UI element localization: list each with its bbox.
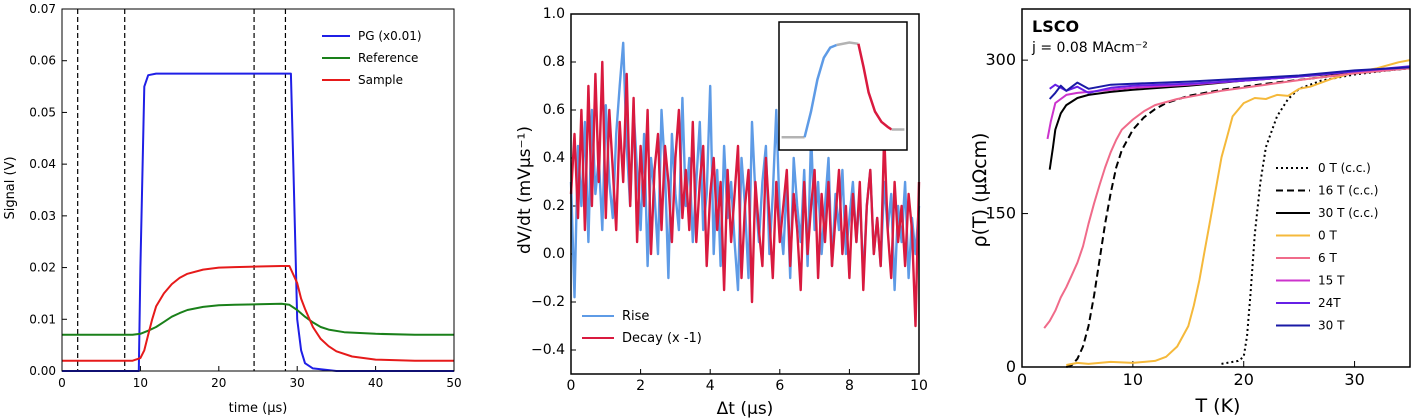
panel3-xlabel: T (K): [1195, 395, 1241, 417]
inset-plateau-trace: [836, 41, 859, 47]
legend-label: 30 T (c.c.): [1318, 206, 1378, 220]
series-line-2: [62, 265, 454, 362]
series-line-2: [1048, 67, 1411, 170]
panel2-inset: [778, 21, 908, 151]
y-tick-label: 0.05: [29, 105, 56, 119]
y-tick-label: 0.8: [543, 54, 565, 70]
legend-label: PG (x0.01): [358, 29, 422, 43]
inset-rise-trace: [803, 43, 838, 138]
x-tick-label: 30: [1344, 370, 1364, 389]
y-tick-label: 0: [1006, 357, 1016, 376]
x-tick-label: 10: [1123, 370, 1143, 389]
y-tick-label: 150: [985, 204, 1016, 223]
legend-label: 0 T (c.c.): [1318, 161, 1371, 175]
y-tick-label: 0.0: [543, 246, 565, 262]
panel1-ticks: 0 10 20 30 40 50 0.00 0.01 0.02 0.03 0.04 0.05 0.06 0…: [29, 2, 461, 390]
series-line-7: [1048, 66, 1411, 100]
y-tick-label: 0.4: [543, 150, 565, 166]
x-tick-label: 8: [845, 378, 854, 394]
panel3-frame: [1021, 8, 1411, 368]
x-tick-label: 30: [290, 376, 305, 390]
legend-label: 16 T (c.c.): [1318, 184, 1378, 198]
panel3-title: LSCO: [1032, 17, 1079, 36]
x-tick-label: 4: [706, 378, 715, 394]
y-tick-label: 0.00: [29, 364, 56, 378]
series-line-1: [1065, 67, 1411, 368]
y-tick-label: 0.02: [29, 261, 56, 275]
panel2-plot-area: [569, 41, 921, 328]
x-tick-label: 10: [133, 376, 148, 390]
panel3-ylabel: ρ(T) (μΩcm): [969, 133, 991, 248]
panel-signal: Signal (V) time (μs) 0 10 20 30 40 50 0.00 0.01…: [3, 2, 462, 416]
legend-label: 0 T: [1318, 229, 1337, 243]
y-tick-label: 0.07: [29, 2, 56, 16]
y-tick-label: 0.6: [543, 102, 565, 118]
panel1-ylabel: Signal (V): [3, 156, 18, 219]
legend-label: 6 T: [1318, 251, 1337, 265]
series-line-3: [1066, 59, 1411, 366]
inset-frame: [778, 21, 908, 151]
y-tick-label: −0.2: [531, 294, 565, 310]
y-tick-label: 0.04: [29, 157, 56, 171]
legend-label: 15 T: [1318, 274, 1345, 288]
x-tick-label: 20: [211, 376, 226, 390]
legend-label: Reference: [358, 51, 418, 65]
panel3-plot-area: [1043, 59, 1411, 368]
legend-label: Decay (x -1): [622, 331, 702, 346]
y-tick-label: 300: [985, 50, 1016, 69]
inset-decay-trace: [857, 43, 893, 131]
series-line-0: [1221, 67, 1411, 365]
panel1-xlabel: time (μs): [229, 401, 288, 416]
x-tick-label: 10: [910, 378, 928, 394]
panel1-legend: PG (x0.01) Reference Sample: [322, 29, 422, 87]
y-tick-label: 0.06: [29, 54, 56, 68]
y-tick-label: 0.03: [29, 209, 56, 223]
x-tick-label: 0: [567, 378, 576, 394]
panel2-ylabel: dV/dt (mVμs⁻¹): [515, 126, 535, 254]
panel2-ticks: 0 2 4 6 8 10 −0.4 −0.2 0.0 0.2 0.4 0.6 0.8 1.0: [531, 6, 928, 394]
y-tick-label: 0.01: [29, 312, 56, 326]
legend-label: Rise: [622, 309, 649, 324]
y-tick-label: −0.4: [531, 342, 565, 358]
panel2-xlabel: Δt (μs): [717, 399, 774, 419]
legend-label: 30 T: [1318, 319, 1345, 333]
x-tick-label: 20: [1234, 370, 1254, 389]
panel2-legend: Rise Decay (x -1): [582, 309, 702, 346]
x-tick-label: 0: [58, 376, 66, 390]
panel1-frame: [61, 8, 455, 372]
x-tick-label: 0: [1017, 370, 1027, 389]
series-line-0: [62, 72, 454, 372]
legend-label: Sample: [358, 73, 403, 87]
x-tick-label: 2: [636, 378, 645, 394]
series-line-1: [569, 60, 921, 328]
y-tick-label: 1.0: [543, 6, 565, 22]
panel3-subtitle: j = 0.08 MAcm⁻²: [1031, 40, 1148, 56]
series-line-4: [1043, 67, 1411, 329]
panel1-plot-area: [62, 9, 454, 372]
panel3-legend: 0 T (c.c.) 16 T (c.c.) 30 T (c.c.) 0 T 6 T 15…: [1276, 161, 1378, 333]
x-tick-label: 40: [368, 376, 383, 390]
x-tick-label: 50: [446, 376, 461, 390]
x-tick-label: 6: [775, 378, 784, 394]
panel-derivative: dV/dt (mVμs⁻¹) Δt (μs) 0 2 4 6 8 10 −0.4 −0.2 0.…: [515, 6, 928, 419]
panel2-frame: [570, 13, 920, 375]
y-tick-label: 0.2: [543, 198, 565, 214]
legend-label: 24T: [1318, 296, 1341, 310]
series-line-1: [62, 302, 454, 336]
